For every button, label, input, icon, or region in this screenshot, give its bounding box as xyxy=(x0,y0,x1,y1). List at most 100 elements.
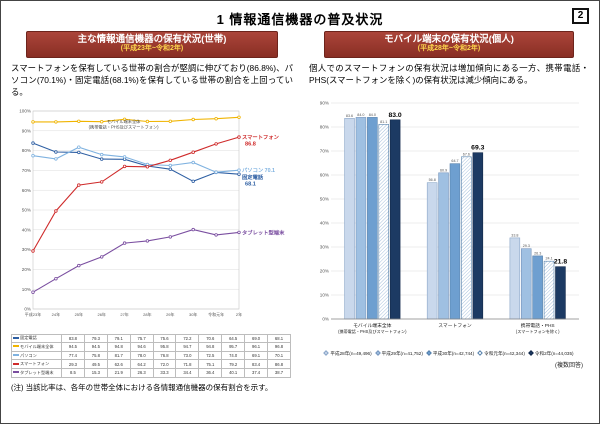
mobile-ownership-bar-chart: 90% 80% 70% 60% 50% 40% 30% 20% 10% 0% 83.6 84.0 84.… xyxy=(320,100,579,334)
table-row: パソコン 77.4 75.8 81.7 78.0 76.8 73.0 72.5 74.0 69.1… xyxy=(11,350,291,361)
svg-text:10%: 10% xyxy=(320,292,329,297)
svg-text:25年: 25年 xyxy=(75,311,83,317)
legend-marker-icon xyxy=(323,349,330,356)
svg-text:50%: 50% xyxy=(22,207,31,212)
line-series xyxy=(32,136,240,251)
svg-text:0%: 0% xyxy=(322,316,329,321)
svg-text:モバイル端末全体: モバイル端末全体 xyxy=(107,118,141,125)
svg-text:60.9: 60.9 xyxy=(440,168,447,172)
svg-text:80%: 80% xyxy=(320,124,329,129)
bar xyxy=(532,255,543,319)
svg-text:40%: 40% xyxy=(22,227,31,232)
bar xyxy=(543,260,555,319)
svg-text:60%: 60% xyxy=(22,187,31,192)
svg-text:67.6: 67.6 xyxy=(463,152,470,156)
legend-marker-icon xyxy=(528,349,534,356)
svg-text:29.3: 29.3 xyxy=(523,244,530,248)
svg-text:70%: 70% xyxy=(320,148,329,153)
household-header-title: 主な情報通信機器の保有状況(世帯) xyxy=(77,34,227,45)
svg-text:30年: 30年 xyxy=(189,311,197,317)
svg-text:(携帯電話・PHS及びスマートフォン): (携帯電話・PHS及びスマートフォン) xyxy=(338,328,407,334)
svg-text:50%: 50% xyxy=(320,196,329,201)
legend-item: 令和元年(n=42,344) xyxy=(477,349,525,356)
svg-text:0%: 0% xyxy=(24,306,31,311)
svg-text:スマートフォン: スマートフォン xyxy=(242,134,280,141)
svg-text:24.1: 24.1 xyxy=(546,256,553,260)
svg-text:27年: 27年 xyxy=(120,311,128,317)
bar xyxy=(555,266,566,319)
svg-text:90%: 90% xyxy=(22,128,31,133)
svg-text:83.6: 83.6 xyxy=(346,114,353,118)
household-chart-area: 100% 90% 80% 70% 60% 50% 40% 30% 20% 10% 0% 平成23年 24… xyxy=(9,103,295,378)
svg-text:固定電話: 固定電話 xyxy=(242,173,264,181)
legend-marker-icon xyxy=(477,349,483,356)
mobile-header-title: モバイル端末の保有状況(個人) xyxy=(384,34,514,45)
bar xyxy=(426,182,438,319)
line-series xyxy=(33,116,240,122)
svg-text:20%: 20% xyxy=(22,267,31,272)
mobile-chart-legend: 平成28年(n=49,496) 平成29年(n=41,752) 平成30年(n=42… xyxy=(307,349,591,358)
mobile-section: モバイル端末の保有状況(個人) (平成28年~令和2年) 個人でのスマートフォン… xyxy=(307,31,591,378)
svg-text:21.8: 21.8 xyxy=(554,258,567,265)
bar xyxy=(438,172,449,319)
svg-text:パソコン 70.1: パソコン 70.1 xyxy=(242,166,275,174)
table-row: 固定電話 83.8 79.3 79.1 75.7 75.6 72.2 70.6 64.5 69.0… xyxy=(11,333,291,344)
bar xyxy=(449,163,461,319)
bar xyxy=(344,117,355,319)
title-bar: 1 情報通信機器の普及状況 2 xyxy=(9,7,591,29)
line-series xyxy=(32,228,240,293)
page-title: 1 情報通信機器の普及状況 xyxy=(216,12,384,27)
table-row: スマートフォン 29.3 49.5 62.6 64.2 72.0 71.8 75.1 79.2 8… xyxy=(11,359,291,369)
table-row: タブレット型端末 8.5 15.3 21.9 26.3 33.3 34.4 36.4 40.1 3… xyxy=(11,367,291,378)
bar xyxy=(378,123,390,319)
bar xyxy=(367,116,378,319)
mobile-summary-text: 個人でのスマートフォンの保有状況は増加傾向にある一方、携帯電話・PHS(スマート… xyxy=(309,62,589,85)
svg-text:24年: 24年 xyxy=(52,311,60,317)
household-header-period: (平成23年~令和2年) xyxy=(120,45,184,53)
svg-text:平成23年: 平成23年 xyxy=(25,311,41,317)
svg-text:タブレット型端末: タブレット型端末 xyxy=(242,228,285,236)
bar xyxy=(461,156,472,319)
svg-text:携帯電話・PHS: 携帯電話・PHS xyxy=(521,322,555,329)
svg-text:80%: 80% xyxy=(22,148,31,153)
multiple-answer-note: (複数回答) xyxy=(555,362,583,369)
svg-text:69.3: 69.3 xyxy=(471,144,484,151)
svg-text:56.8: 56.8 xyxy=(429,178,436,182)
svg-text:84.0: 84.0 xyxy=(357,113,364,117)
svg-text:2年: 2年 xyxy=(236,311,242,317)
line-series xyxy=(32,146,240,173)
svg-text:83.0: 83.0 xyxy=(388,111,401,118)
svg-text:(携帯電話・PHS及びスマートフォン): (携帯電話・PHS及びスマートフォン) xyxy=(89,123,160,130)
svg-text:29年: 29年 xyxy=(166,311,174,317)
page-number-box: 2 xyxy=(572,8,589,24)
household-devices-line-chart: 100% 90% 80% 70% 60% 50% 40% 30% 20% 10% 0%平成23年 24… xyxy=(19,108,285,317)
svg-text:令和元年: 令和元年 xyxy=(208,311,224,317)
svg-text:100%: 100% xyxy=(19,108,31,113)
legend-marker-icon xyxy=(374,349,381,356)
mobile-header-period: (平成28年~令和2年) xyxy=(417,45,481,53)
household-header-bar: 主な情報通信機器の保有状況(世帯) (平成23年~令和2年) xyxy=(26,31,278,58)
line-series xyxy=(32,142,240,182)
bar xyxy=(472,152,484,319)
svg-text:10%: 10% xyxy=(22,286,31,291)
svg-text:30%: 30% xyxy=(320,244,329,249)
footnote: (注) 当該比率は、各年の世帯全体における各情報通信機器の保有割合を示す。 xyxy=(11,382,273,392)
svg-text:86.8: 86.8 xyxy=(245,141,256,147)
svg-text:84.0: 84.0 xyxy=(369,113,376,117)
bar xyxy=(521,248,532,319)
svg-text:33.8: 33.8 xyxy=(511,233,518,237)
legend-item: 平成29年(n=41,752) xyxy=(374,349,423,356)
svg-text:(スマートフォンを除く): (スマートフォンを除く) xyxy=(516,328,560,334)
svg-text:90%: 90% xyxy=(320,100,329,105)
svg-text:20%: 20% xyxy=(320,268,329,273)
legend-item: 平成30年(n=42,744) xyxy=(426,349,474,356)
bar xyxy=(509,237,521,319)
mobile-header-bar: モバイル端末の保有状況(個人) (平成28年~令和2年) xyxy=(324,31,574,58)
svg-text:モバイル端末全体: モバイル端末全体 xyxy=(353,322,392,329)
legend-item: 令和2年(n=44,035) xyxy=(528,349,574,356)
svg-text:60%: 60% xyxy=(320,172,329,177)
svg-text:68.1: 68.1 xyxy=(245,181,256,187)
svg-text:70%: 70% xyxy=(22,168,31,173)
svg-text:28年: 28年 xyxy=(143,311,151,317)
